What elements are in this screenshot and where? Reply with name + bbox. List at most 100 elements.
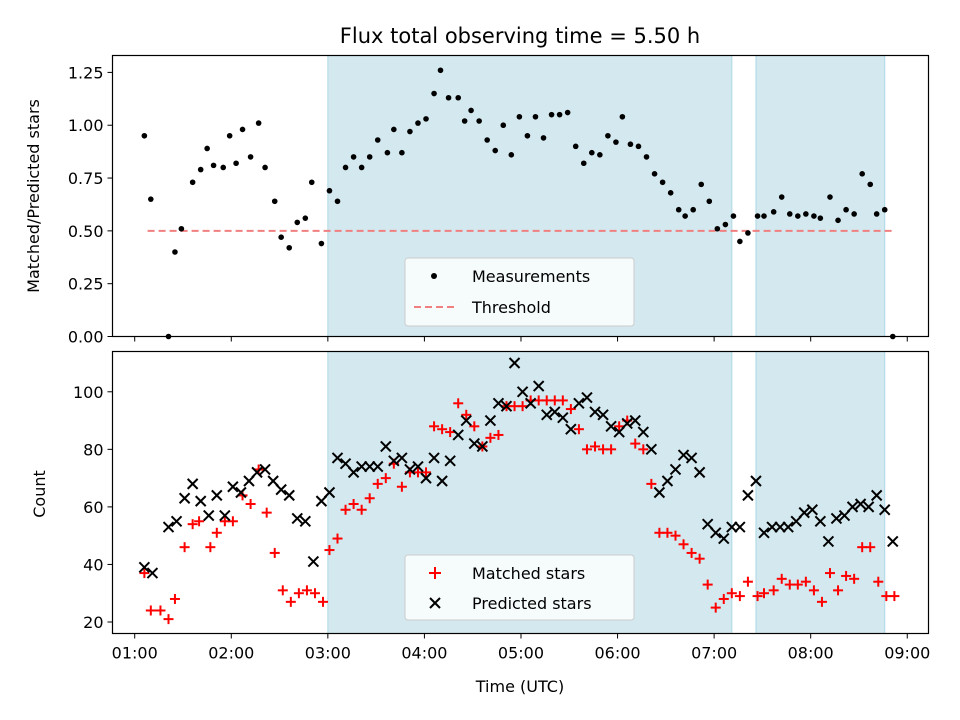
matched-star-point [269,547,280,558]
measurement-point [476,118,482,124]
predicted-star-point [388,455,400,467]
predicted-star-point [710,527,722,539]
matched-star-point [372,478,383,489]
predicted-star-point [645,443,658,456]
bottom-ytick-label: 60 [83,498,103,517]
predicted-star-point [138,561,151,574]
measurement-point [722,221,729,228]
matched-star-point [734,591,745,602]
predicted-star-point [315,495,328,507]
matched-star-point [493,429,504,440]
matched-star-point [630,438,641,449]
matched-star-point [227,516,238,527]
predicted-star-point [782,521,794,533]
predicted-star-point [870,489,883,502]
matched-star-point [670,530,681,541]
legend-measurements-label: Measurements [472,267,590,286]
matched-star-point [340,504,351,515]
predicted-star-point [372,460,384,473]
predicted-star-point [211,489,223,502]
predicted-star-point [146,567,159,579]
measurement-point [556,111,563,118]
legend-threshold-label: Threshold [471,298,551,317]
matched-star-point [686,547,697,558]
legend-predicted-marker [429,597,441,609]
measurement-point [706,198,713,205]
measurement-point [141,132,148,139]
measurement-point [278,234,284,240]
measurement-point [667,190,674,196]
matched-star-point [841,570,852,581]
measurement-point [334,198,341,205]
predicted-star-point [605,420,617,433]
bottom-plot: 20 40 60 80 100 01:00 02:00 03:00 04:00 05:00 06:… [30,350,930,696]
predicted-star-point [396,452,408,464]
legend-measurements-marker [431,273,437,279]
matched-star-point [461,409,472,420]
measurement-point [659,179,666,186]
legend-matched-label: Matched stars [472,564,585,583]
matched-star-point [678,539,689,550]
measurement-point [366,154,373,160]
predicted-star-point [532,380,545,392]
measurement-point [580,160,587,167]
top-chart-title: Flux total observing time = 5.50 h [340,24,700,48]
predicted-star-point [194,495,207,507]
measurement-point [445,94,452,101]
bottom-xtick-label: 01:00 [112,644,158,663]
matched-star-point [849,573,860,584]
predicted-star-point [581,391,593,404]
matched-star-point [163,614,174,625]
predicted-star-point [500,400,513,412]
predicted-star-point [492,397,505,410]
measurement-point [407,128,413,135]
predicted-star-point [508,357,521,369]
measurement-point [651,171,658,177]
predicted-star-point [758,527,770,539]
predicted-star-point [742,489,754,502]
predicted-star-point [275,483,287,496]
matched-star-point [889,591,900,602]
matched-star-point [194,516,205,527]
predicted-star-point [838,509,851,522]
predicted-star-point [661,475,674,487]
matched-star-point [293,588,304,599]
top-shaded-interval-1 [755,55,886,337]
measurement-point [508,152,515,158]
matched-star-point [606,444,617,455]
predicted-star-point [887,535,899,548]
bottom-shaded-interval-1 [755,351,886,634]
bottom-legend: Matched stars Predicted stars [404,554,635,621]
measurement-point [255,120,262,126]
matched-star-point [517,401,528,412]
matched-star-point [348,499,359,510]
measurement-point [572,143,579,150]
measurement-point [843,206,849,213]
measurement-point [754,213,761,219]
measurement-point [239,126,246,133]
predicted-star-point [476,440,489,453]
matched-star-point [590,441,601,452]
bottom-ytick-label: 80 [83,440,103,459]
measurement-point [786,211,793,217]
predicted-star-point [701,518,714,530]
measurement-point [350,154,357,160]
matched-star-point [169,593,180,604]
measurement-point [635,143,642,150]
bottom-xtick-label: 02:00 [208,644,254,663]
measurement-point [643,154,650,160]
legend-predicted-label: Predicted stars [472,594,592,613]
measurement-point [770,209,777,215]
measurement-point [730,213,737,219]
matched-star-point [469,421,480,432]
predicted-star-point [846,501,859,513]
predicted-star-point [170,515,183,527]
matched-star-point [865,542,876,553]
predicted-star-point [428,452,440,464]
matched-star-point [145,605,156,616]
predicted-star-point [854,498,867,510]
predicted-star-point [243,475,255,487]
measurement-point [302,215,309,221]
bottom-xtick-label: 04:00 [401,644,447,663]
matched-star-point [364,493,375,504]
